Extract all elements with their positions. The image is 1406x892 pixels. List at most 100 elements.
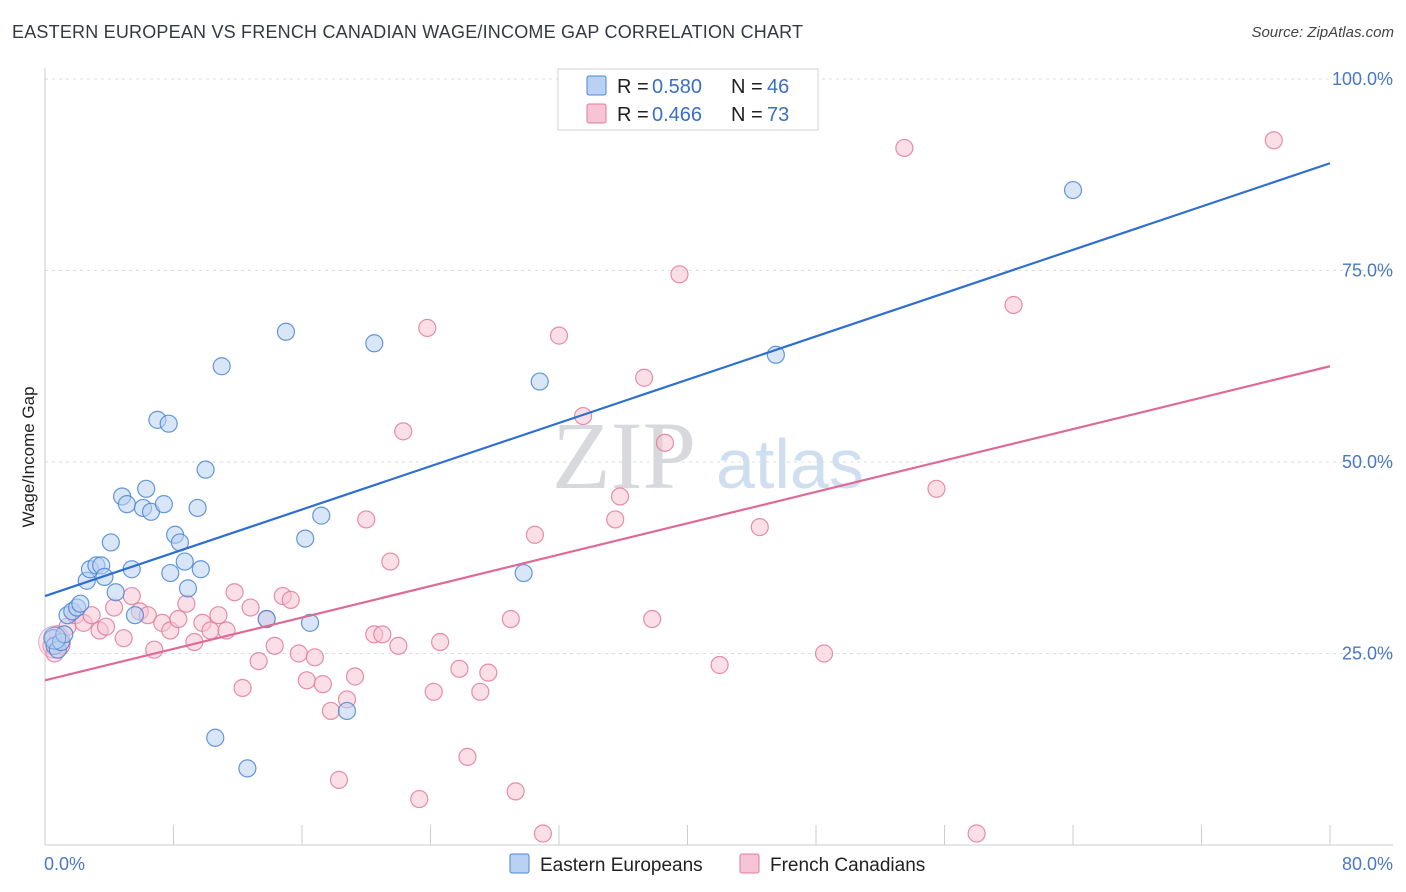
eastern-europeans-point-35 (206, 728, 225, 747)
eastern-europeans-point-30 (175, 552, 194, 571)
french-canadians-point-63 (610, 487, 630, 506)
french-canadians-point-71 (895, 138, 914, 158)
legend-n-label-2: N = (731, 104, 763, 126)
eastern-europeans-point-45 (514, 563, 533, 583)
french-canadians-point-66 (655, 433, 675, 452)
eastern-europeans-point-34 (196, 460, 215, 479)
eastern-europeans-cluster-point (43, 626, 67, 650)
eastern-europeans-point-15 (101, 533, 120, 552)
series-legend-swatch-eastern-europeans (509, 853, 530, 874)
eastern-europeans-point-25 (154, 495, 173, 514)
french-canadians-point-12 (114, 629, 133, 648)
french-canadians-point-41 (345, 667, 365, 686)
french-canadians-point-52 (450, 659, 469, 678)
legend-r-value-1: 0.580 (652, 76, 702, 98)
french-canadians-trend-line (44, 365, 1331, 682)
eastern-europeans-point-36 (212, 357, 231, 376)
legend-r-value-2: 0.466 (652, 104, 702, 126)
series-legend-label-french-canadians: French Canadians (770, 855, 925, 876)
french-canadians-point-64 (635, 368, 654, 387)
eastern-europeans-trend-line (44, 162, 1331, 598)
french-canadians-point-54 (471, 682, 490, 701)
eastern-europeans-point-37 (238, 759, 257, 778)
eastern-europeans-point-46 (530, 372, 549, 391)
french-canadians-point-8 (82, 606, 101, 625)
french-canadians-point-55 (479, 663, 498, 682)
french-canadians-point-26 (225, 583, 244, 602)
french-canadians-point-72 (927, 479, 946, 498)
eastern-europeans-point-33 (191, 560, 210, 579)
french-canadians-point-58 (525, 525, 545, 544)
trend-lines (44, 162, 1331, 682)
french-canadians-point-10 (96, 617, 116, 636)
french-canadians-point-49 (418, 318, 437, 338)
french-canadians-point-29 (249, 652, 268, 671)
y-tick-labels: 25.0% 50.0% 75.0% 100.0% (1332, 69, 1393, 664)
legend-n-label-1: N = (731, 76, 763, 98)
x-tick-max: 80.0% (1342, 854, 1393, 874)
eastern-europeans-point-26 (159, 414, 178, 433)
french-canadians-point-11 (104, 598, 124, 617)
french-canadians-point-59 (533, 824, 553, 843)
french-canadians-point-42 (357, 510, 376, 529)
y-tick-label-3: 75.0% (1342, 261, 1393, 281)
french-canadians-point-73 (967, 824, 986, 843)
french-canadians-point-46 (389, 636, 408, 655)
watermark: ZIP atlas (552, 402, 864, 509)
chart-title: EASTERN EUROPEAN VS FRENCH CANADIAN WAGE… (12, 22, 804, 42)
series-legend-label-eastern-europeans: Eastern Europeans (540, 855, 703, 876)
french-canadians-point-53 (458, 747, 477, 767)
french-canadians-point-23 (201, 621, 220, 640)
french-canadians-point-61 (573, 406, 593, 426)
y-tick-label-2: 50.0% (1342, 452, 1393, 472)
eastern-europeans-point-48 (1063, 180, 1083, 200)
french-canadians-point-31 (265, 636, 284, 655)
french-canadians-point-39 (329, 770, 349, 789)
y-tick-label-1: 25.0% (1342, 644, 1393, 664)
eastern-europeans-point-9 (71, 594, 90, 613)
eastern-europeans-point-39 (276, 322, 296, 341)
legend-r-label-2: R = (617, 104, 649, 126)
french-canadians-point-60 (549, 326, 569, 345)
eastern-europeans-point-31 (178, 579, 198, 598)
french-canadians-point-62 (606, 510, 625, 529)
legend-r-label-1: R = (617, 76, 649, 98)
watermark-atlas: atlas (716, 425, 864, 503)
french-canadians-point-51 (431, 632, 450, 652)
french-canadians-point-28 (241, 598, 260, 617)
eastern-europeans-point-27 (161, 563, 180, 583)
french-canadians-point-65 (643, 609, 662, 629)
french-canadians-point-36 (305, 648, 324, 667)
legend-n-value-1: 46 (767, 76, 789, 98)
eastern-europeans-point-22 (137, 479, 156, 498)
french-canadians-point-37 (313, 675, 332, 694)
legend-n-value-2: 73 (767, 104, 789, 126)
french-canadians-point-44 (373, 625, 392, 644)
legend-swatch-blue (586, 75, 607, 96)
eastern-europeans-point-40 (296, 529, 315, 548)
french-canadians-point-13 (122, 586, 141, 606)
french-canadians-point-45 (381, 552, 400, 571)
french-canadians-point-74 (1004, 295, 1023, 315)
french-canadians-point-75 (1264, 131, 1283, 150)
eastern-europeans-point-44 (365, 334, 384, 353)
french-canadians-point-24 (209, 606, 228, 625)
french-canadians-point-70 (814, 644, 834, 663)
french-canadians-point-69 (750, 518, 769, 537)
french-canadians-point-57 (506, 782, 525, 801)
eastern-europeans-point-16 (106, 583, 125, 602)
eastern-europeans-point-32 (188, 498, 207, 518)
eastern-europeans-point-38 (257, 609, 276, 629)
grid-lines (45, 78, 1393, 654)
french-canadians-point-50 (424, 682, 443, 701)
eastern-europeans-points (43, 180, 1083, 778)
eastern-europeans-point-42 (312, 506, 331, 525)
eastern-europeans-point-41 (300, 613, 320, 632)
y-tick-label-4: 100.0% (1332, 69, 1393, 89)
eastern-europeans-point-20 (125, 606, 145, 625)
french-canadians-point-34 (289, 644, 308, 663)
source-credit: Source: ZipAtlas.com (1251, 24, 1394, 41)
french-canadians-point-67 (670, 265, 689, 284)
french-canadians-point-27 (233, 678, 252, 698)
